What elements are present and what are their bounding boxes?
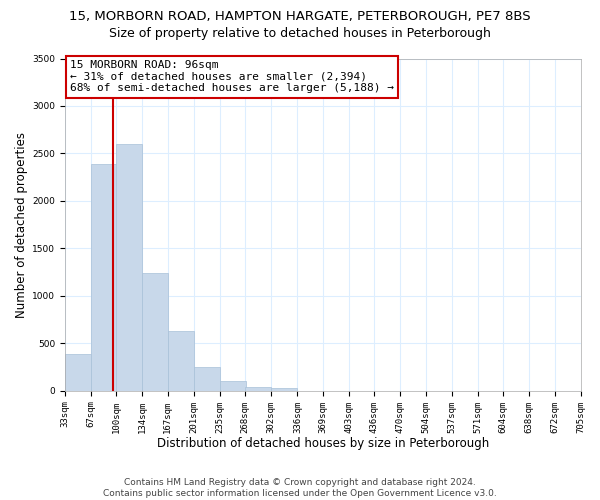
Y-axis label: Number of detached properties: Number of detached properties (15, 132, 28, 318)
Bar (168, 330, 194, 391)
Text: Size of property relative to detached houses in Peterborough: Size of property relative to detached ho… (109, 28, 491, 40)
Bar (65, 354, 91, 391)
Bar (194, 366, 220, 391)
Bar (142, 273, 169, 391)
Text: Contains HM Land Registry data © Crown copyright and database right 2024.
Contai: Contains HM Land Registry data © Crown c… (103, 478, 497, 498)
Bar (220, 382, 246, 391)
X-axis label: Distribution of detached houses by size in Peterborough: Distribution of detached houses by size … (157, 437, 489, 450)
Bar (116, 144, 142, 391)
Bar (271, 388, 298, 391)
Text: 15, MORBORN ROAD, HAMPTON HARGATE, PETERBOROUGH, PE7 8BS: 15, MORBORN ROAD, HAMPTON HARGATE, PETER… (69, 10, 531, 23)
Bar (91, 164, 117, 391)
Text: 15 MORBORN ROAD: 96sqm
← 31% of detached houses are smaller (2,394)
68% of semi-: 15 MORBORN ROAD: 96sqm ← 31% of detached… (70, 60, 394, 94)
Bar (245, 386, 271, 391)
